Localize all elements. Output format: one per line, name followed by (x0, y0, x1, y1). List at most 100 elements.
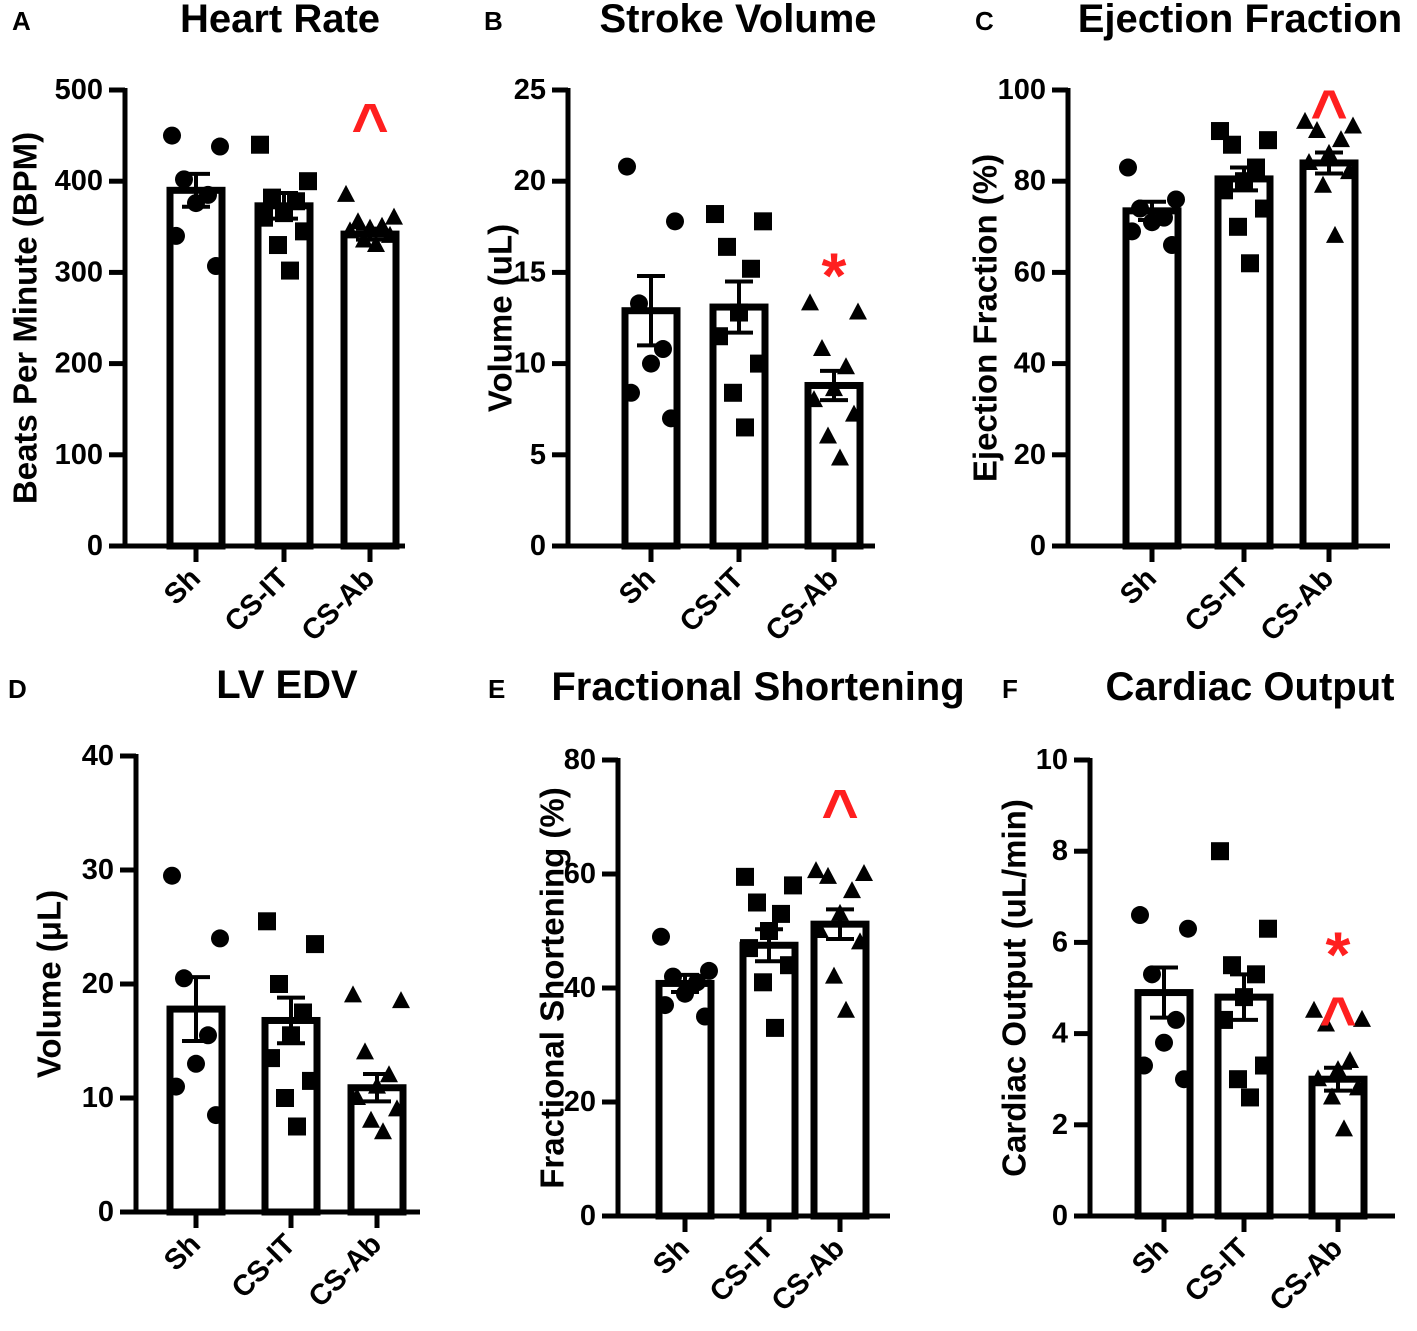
data-point-triangle (374, 1122, 392, 1140)
x-tick-label: Sh (1114, 562, 1163, 611)
data-point-triangle (1335, 1119, 1353, 1137)
data-point-square (258, 912, 276, 931)
panel-e: E Fractional Shortening Fractional Shorten… (488, 665, 965, 1318)
data-point-triangle (361, 218, 379, 236)
y-tick-label: 0 (1030, 530, 1046, 562)
data-point-triangle (851, 932, 869, 950)
data-point-circle (1135, 1056, 1153, 1075)
data-point-circle (662, 409, 680, 428)
y-tick-label: 25 (514, 74, 546, 106)
data-point-circle (654, 340, 672, 359)
data-point-circle (1163, 236, 1181, 255)
x-tick-label: CS-Ab (303, 1228, 388, 1313)
y-tick-label: 40 (1014, 348, 1046, 380)
data-point-triangle (1296, 111, 1314, 129)
data-point-circle (630, 294, 648, 313)
data-point-triangle (825, 966, 843, 984)
significance-marker: ^ (351, 90, 388, 162)
y-tick-label: 8 (1052, 835, 1068, 867)
y-tick-label: 100 (998, 74, 1046, 106)
significance-marker: ^ (821, 776, 858, 848)
y-tick-label: 2 (1052, 1109, 1068, 1141)
y-tick-label: 10 (1036, 744, 1068, 776)
data-point-square (299, 172, 317, 191)
data-point-square (276, 1089, 294, 1107)
data-point-triangle (845, 404, 863, 422)
data-point-square (295, 222, 313, 241)
panel-letter: A (12, 6, 31, 36)
data-point-triangle (811, 921, 829, 938)
y-tick-label: 10 (514, 348, 546, 380)
data-point-triangle (367, 235, 385, 253)
data-point-triangle (341, 221, 359, 239)
y-tick-label: 40 (564, 972, 596, 1004)
data-point-square (750, 354, 768, 373)
data-point-square (263, 188, 281, 207)
data-point-circle (1131, 906, 1149, 925)
data-point-square (1235, 988, 1253, 1007)
data-point-square (288, 1117, 306, 1136)
panel-letter: B (484, 6, 503, 36)
y-tick-label: 40 (82, 740, 114, 772)
y-axis-label: Volume (μL) (31, 890, 68, 1078)
data-point-square (1241, 1088, 1259, 1107)
y-tick-label: 0 (98, 1196, 114, 1228)
data-point-circle (187, 1054, 205, 1073)
data-point-square (760, 922, 778, 940)
x-tick-label: Sh (647, 1232, 696, 1281)
data-point-triangle (1300, 152, 1318, 170)
data-point-square (724, 383, 742, 402)
data-point-circle (167, 226, 185, 245)
data-point-triangle (1332, 130, 1350, 148)
bar-sh (1122, 207, 1182, 550)
x-tick-label: CS-Ab (766, 1232, 851, 1317)
panel-letter: D (8, 674, 27, 704)
x-tick-label: CS-Ab (760, 562, 845, 647)
data-point-square (282, 1026, 300, 1045)
data-point-circle (1155, 1033, 1173, 1052)
data-point-circle (1143, 965, 1161, 984)
data-point-triangle (1309, 1069, 1327, 1087)
panel-d: D LV EDV Volume (μL) 0 10 20 30 40 Sh CS-IT CS-Ab (8, 663, 420, 1314)
data-point-triangle (348, 1088, 366, 1105)
data-point-circle (187, 194, 205, 213)
data-point-triangle (855, 864, 873, 881)
chart-title: Fractional Shortening (551, 665, 964, 709)
y-tick-label: 6 (1052, 926, 1068, 958)
data-point-square (736, 867, 754, 886)
y-tick-label: 80 (1014, 165, 1046, 197)
data-point-triangle (1317, 1014, 1335, 1032)
data-point-circle (642, 354, 660, 373)
y-tick-label: 20 (514, 165, 546, 197)
data-point-triangle (381, 225, 399, 243)
data-point-square (772, 904, 790, 923)
y-tick-label: 30 (82, 854, 114, 886)
significance-marker: ^ (1310, 77, 1347, 149)
y-tick-label: 60 (1014, 256, 1046, 288)
data-point-square (766, 1018, 784, 1037)
data-point-triangle (356, 1042, 374, 1060)
data-point-triangle (380, 1065, 398, 1083)
data-point-square (710, 327, 728, 346)
y-tick-label: 5 (530, 439, 546, 471)
data-point-square (1223, 135, 1241, 154)
data-point-triangle (373, 216, 391, 234)
y-tick-label: 400 (55, 165, 103, 197)
significance-marker: * (1326, 918, 1351, 990)
data-point-square (1223, 956, 1241, 975)
significance-marker: * (822, 239, 847, 311)
data-point-circle (175, 969, 193, 988)
data-point-triangle (385, 207, 403, 225)
bar-cs-ab (1299, 159, 1359, 550)
chart-title: Cardiac Output (1106, 665, 1395, 709)
data-point-triangle (843, 881, 861, 899)
data-point-triangle (1341, 1050, 1359, 1068)
x-tick-label: CS-IT (219, 562, 295, 638)
data-point-square (1247, 965, 1265, 984)
data-point-circle (163, 866, 181, 885)
data-point-circle (1123, 222, 1141, 241)
data-point-circle (1119, 158, 1137, 177)
data-point-triangle (805, 390, 823, 408)
